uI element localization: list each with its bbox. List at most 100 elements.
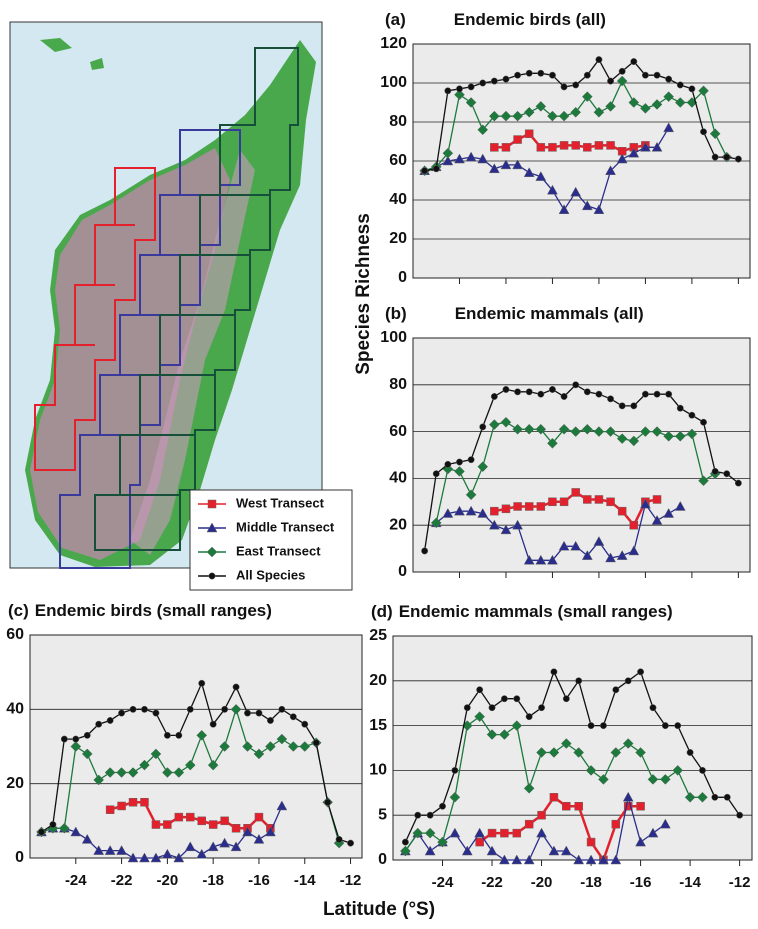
marker: [689, 86, 695, 92]
marker: [255, 813, 263, 821]
marker: [490, 143, 498, 151]
marker: [502, 505, 510, 513]
marker: [550, 793, 558, 801]
panel-label: (b): [385, 304, 407, 323]
marker: [595, 495, 603, 503]
marker: [118, 802, 126, 810]
marker: [572, 141, 580, 149]
marker: [712, 794, 718, 800]
y-tick-label: 0: [15, 849, 24, 866]
marker: [445, 88, 451, 94]
marker: [73, 736, 79, 742]
marker: [572, 82, 578, 88]
y-tick-label: 0: [378, 851, 387, 868]
marker: [513, 829, 521, 837]
marker: [600, 722, 606, 728]
marker: [637, 669, 643, 675]
marker: [525, 502, 533, 510]
y-tick-label: 40: [389, 470, 407, 487]
marker: [548, 143, 556, 151]
marker: [433, 166, 439, 172]
marker: [662, 722, 668, 728]
title-text: Endemic birds (small ranges): [35, 601, 272, 620]
y-tick-label: 0: [398, 563, 407, 580]
marker: [537, 143, 545, 151]
y-tick-label: 40: [389, 191, 407, 208]
marker: [61, 736, 67, 742]
x-tick-label: -20: [157, 872, 179, 889]
legend-label: All Species: [236, 567, 305, 582]
marker: [163, 821, 171, 829]
chart-title: (c)Endemic birds (small ranges): [8, 601, 272, 620]
marker: [561, 84, 567, 90]
legend-marker: [208, 500, 216, 508]
marker: [560, 498, 568, 506]
marker: [618, 507, 626, 515]
marker: [186, 813, 194, 821]
marker: [480, 80, 486, 86]
panel-label: (d): [371, 602, 393, 621]
marker: [302, 721, 308, 727]
marker: [560, 141, 568, 149]
marker: [596, 56, 602, 62]
marker: [452, 767, 458, 773]
marker: [653, 495, 661, 503]
marker: [607, 498, 615, 506]
y-tick-label: 60: [6, 626, 24, 643]
y-tick-label: 80: [389, 113, 407, 130]
x-tick-label: -14: [294, 872, 316, 889]
marker: [324, 799, 330, 805]
marker: [50, 821, 56, 827]
x-tick-label: -18: [580, 874, 602, 891]
y-tick-label: 40: [6, 701, 24, 718]
marker: [619, 403, 625, 409]
y-tick-label: 60: [389, 152, 407, 169]
y-axis-title: Species Richness: [353, 213, 374, 375]
legend: West TransectMiddle TransectEast Transec…: [190, 490, 352, 590]
marker: [402, 839, 408, 845]
marker: [267, 717, 273, 723]
marker: [642, 72, 648, 78]
marker: [631, 403, 637, 409]
marker: [95, 721, 101, 727]
marker: [587, 838, 595, 846]
marker: [630, 521, 638, 529]
x-tick-label: -24: [65, 872, 87, 889]
marker: [256, 710, 262, 716]
marker: [468, 84, 474, 90]
marker: [588, 722, 594, 728]
x-tick-label: -22: [481, 874, 503, 891]
marker: [631, 58, 637, 64]
marker: [665, 76, 671, 82]
marker: [677, 405, 683, 411]
marker: [164, 732, 170, 738]
marker: [415, 812, 421, 818]
x-tick-label: -14: [679, 874, 701, 891]
marker: [421, 548, 427, 554]
marker: [476, 687, 482, 693]
marker: [526, 70, 532, 76]
marker: [427, 812, 433, 818]
marker: [549, 386, 555, 392]
marker: [209, 821, 217, 829]
chart-title: (d) Endemic mammals (small ranges): [371, 602, 673, 621]
marker: [221, 817, 229, 825]
x-axis-title: Latitude (°S): [323, 899, 435, 920]
marker: [584, 72, 590, 78]
marker: [612, 820, 620, 828]
marker: [562, 802, 570, 810]
marker: [501, 696, 507, 702]
marker: [526, 389, 532, 395]
marker: [724, 471, 730, 477]
marker: [677, 82, 683, 88]
marker: [575, 802, 583, 810]
marker: [476, 838, 484, 846]
marker: [491, 393, 497, 399]
title-text: Endemic mammals (small ranges): [399, 602, 673, 621]
marker: [549, 72, 555, 78]
y-tick-label: 20: [389, 230, 407, 247]
marker: [199, 680, 205, 686]
marker: [232, 824, 240, 832]
chart-title: (a)Endemic birds (all): [385, 10, 606, 29]
y-tick-label: 100: [380, 74, 407, 91]
